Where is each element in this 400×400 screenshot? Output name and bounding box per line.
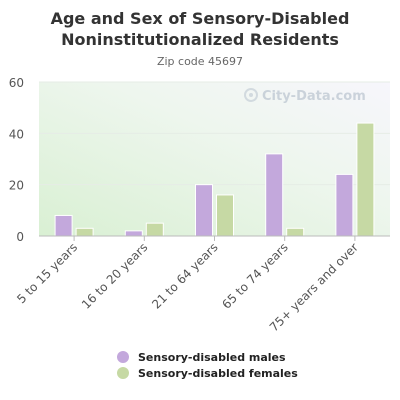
- legend-swatch-females: [117, 367, 129, 379]
- legend-item-males: Sensory-disabled males: [117, 349, 298, 365]
- x-tick-label: 21 to 64 years: [149, 240, 220, 311]
- x-tick-label: 65 to 74 years: [219, 240, 290, 311]
- bar-females: [216, 194, 234, 237]
- y-tick-label: 60: [9, 76, 24, 90]
- legend-label-males: Sensory-disabled males: [138, 350, 286, 364]
- legend-item-females: Sensory-disabled females: [117, 365, 298, 381]
- legend-swatch-males: [117, 351, 129, 363]
- legend: Sensory-disabled males Sensory-disabled …: [117, 349, 298, 381]
- bar-females: [286, 227, 305, 237]
- x-tick-label: 16 to 20 years: [79, 240, 150, 311]
- y-tick-label: 0: [16, 230, 24, 244]
- watermark-text: City-Data.com: [262, 89, 366, 104]
- bar-males: [335, 173, 354, 237]
- y-tick-label: 40: [9, 127, 24, 141]
- y-tick-label: 20: [9, 179, 24, 193]
- bar-males: [195, 184, 213, 237]
- watermark: City-Data.com: [244, 88, 366, 104]
- bar-females: [356, 122, 375, 237]
- bar-males: [124, 230, 143, 237]
- x-tick-label: 5 to 15 years: [14, 240, 80, 306]
- bar-males: [54, 214, 73, 237]
- bar-males: [265, 153, 284, 237]
- legend-label-females: Sensory-disabled females: [138, 366, 298, 380]
- plot-background: [39, 82, 390, 236]
- bar-females: [75, 227, 94, 237]
- chart-subtitle: Zip code 45697: [156, 55, 244, 68]
- bar-females: [145, 222, 164, 237]
- chart-title: Age and Sex of Sensory-Disabled Noninsti…: [50, 9, 350, 49]
